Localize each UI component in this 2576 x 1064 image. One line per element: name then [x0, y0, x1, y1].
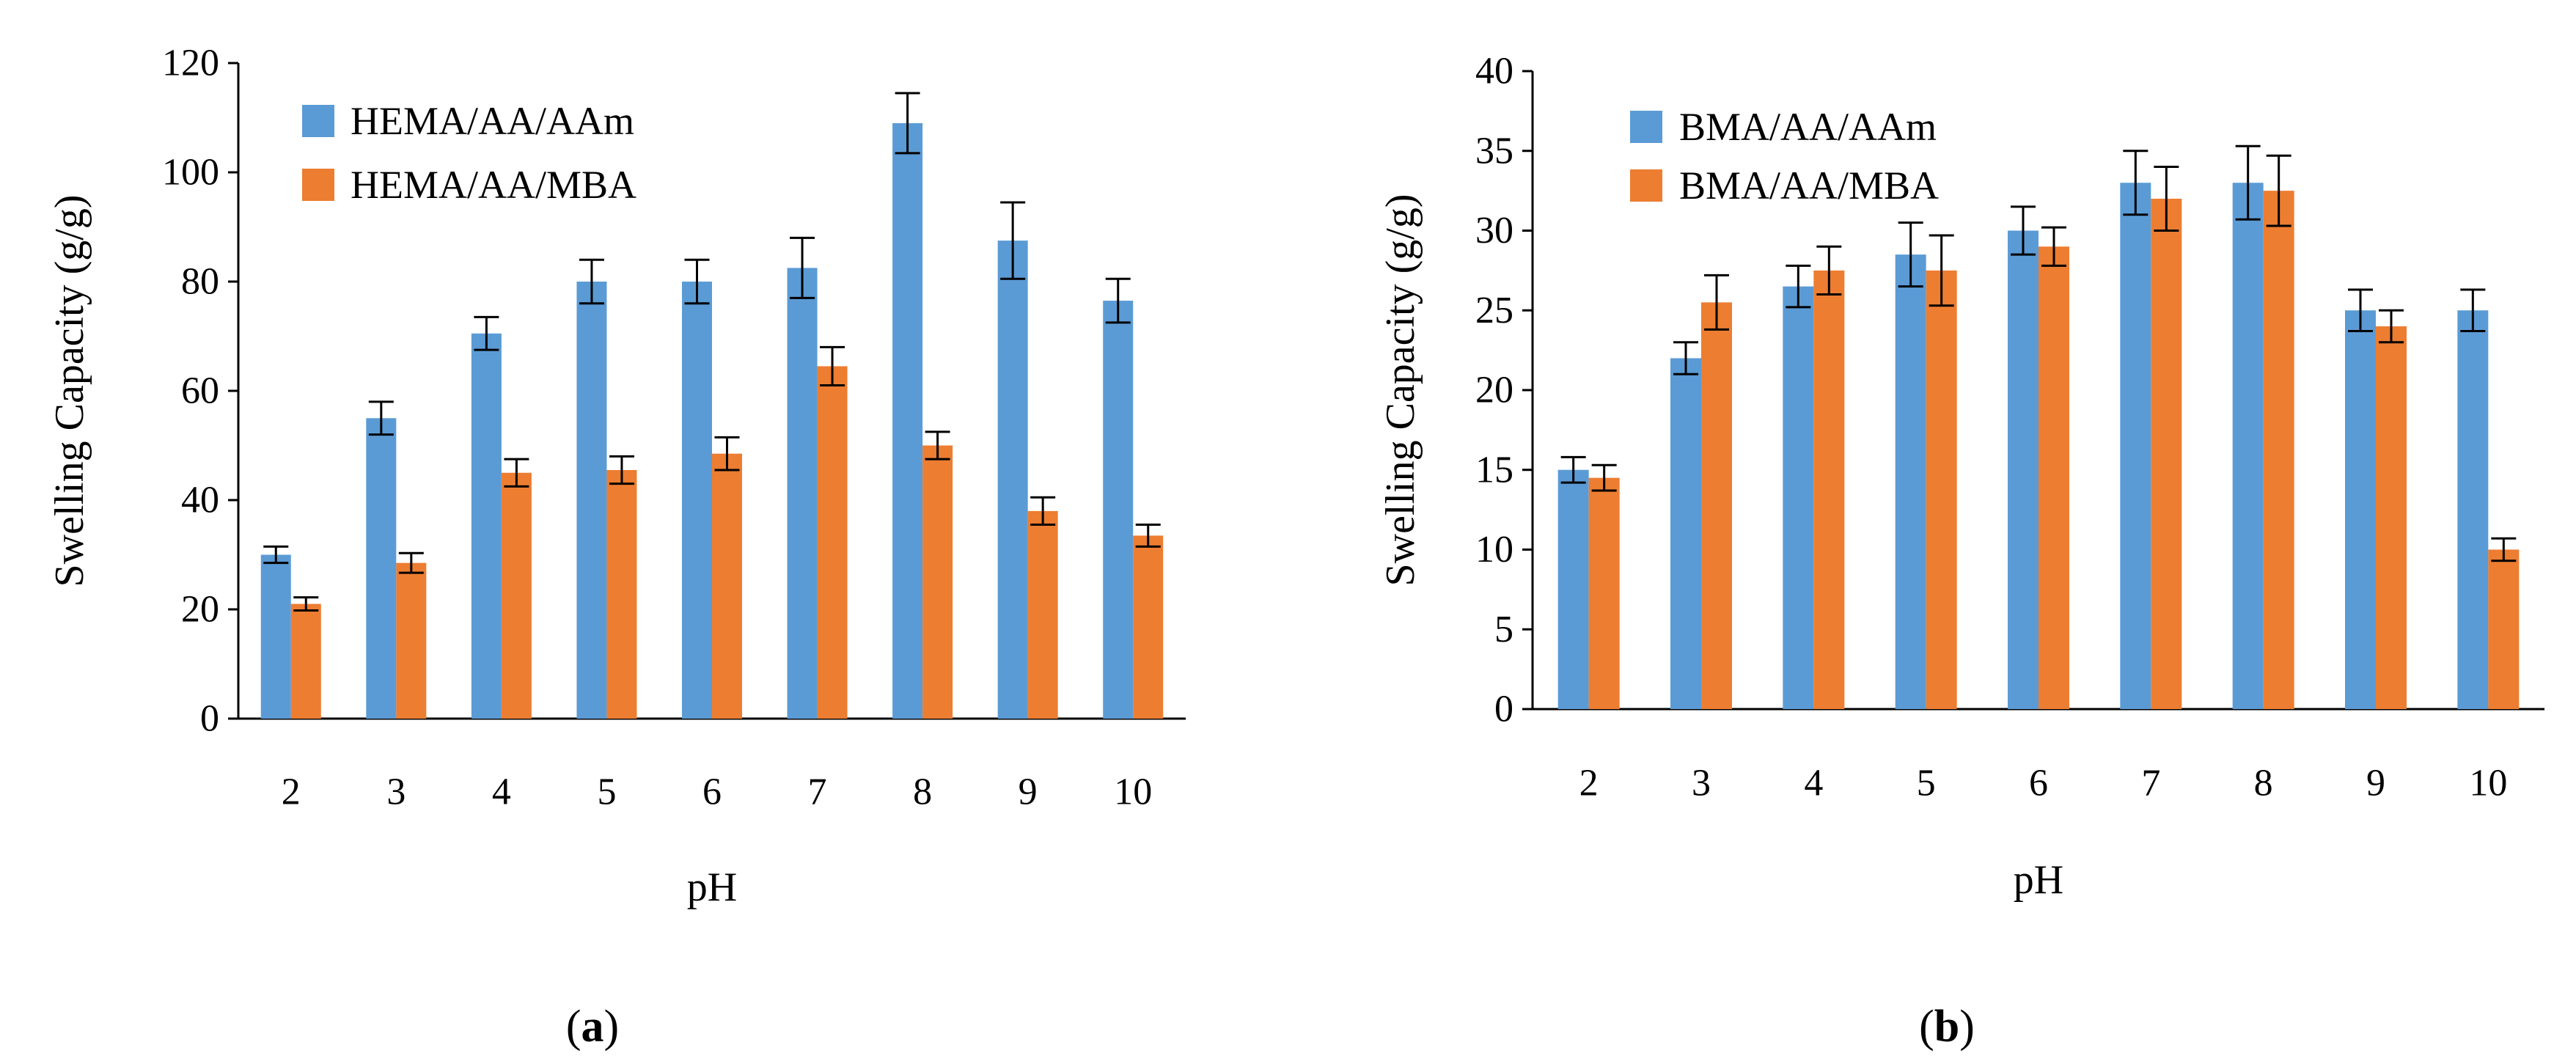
- bar-bma-aa-mba-ph-6: [2039, 246, 2069, 709]
- x-tick-label: 9: [1019, 771, 1038, 813]
- bar-bma-aa-aam-ph-4: [1783, 286, 1814, 709]
- y-tick-label: 0: [1494, 689, 1513, 730]
- bar-bma-aa-mba-ph-9: [2376, 326, 2407, 709]
- bar-bma-aa-aam-ph-6: [2008, 230, 2039, 709]
- y-tick-label: 20: [181, 589, 219, 631]
- x-tick-label: 5: [1917, 763, 1936, 804]
- bar-hema-aa-mba-ph-2: [290, 603, 321, 719]
- legend-label: BMA/AA/AAm: [1679, 105, 1937, 149]
- bar-hema-aa-mba-ph-6: [712, 453, 742, 719]
- legend-swatch: [302, 169, 334, 201]
- bar-hema-aa-aam-ph-4: [471, 333, 502, 719]
- y-axis-title: Swelling Capacity (g/g): [1378, 194, 1423, 586]
- bar-bma-aa-mba-ph-5: [1926, 270, 1957, 709]
- x-tick-label: 3: [386, 771, 406, 813]
- y-tick-label: 25: [1475, 290, 1513, 331]
- bar-hema-aa-aam-ph-3: [366, 418, 397, 719]
- x-tick-label: 10: [2469, 763, 2507, 804]
- y-tick-label: 20: [1475, 370, 1513, 411]
- bar-hema-aa-mba-ph-5: [606, 470, 637, 719]
- bar-bma-aa-mba-ph-10: [2488, 549, 2520, 709]
- y-tick-label: 120: [162, 43, 219, 84]
- panel-label-letter: a: [581, 1002, 604, 1052]
- panel-label: (a): [566, 1002, 619, 1052]
- x-tick-label: 7: [2141, 763, 2160, 804]
- bar-hema-aa-mba-ph-3: [396, 562, 427, 719]
- legend-label: HEMA/AA/AAm: [351, 99, 634, 143]
- y-tick-label: 30: [1475, 210, 1513, 252]
- legend-swatch: [1630, 169, 1662, 202]
- x-axis-title: pH: [2014, 857, 2063, 903]
- bar-bma-aa-mba-ph-2: [1588, 477, 1620, 709]
- bar-hema-aa-aam-ph-8: [892, 122, 923, 719]
- y-tick-label: 40: [181, 480, 219, 521]
- y-tick-label: 15: [1475, 449, 1513, 491]
- bar-bma-aa-aam-ph-8: [2232, 183, 2264, 709]
- bar-hema-aa-mba-ph-10: [1133, 535, 1164, 719]
- x-tick-label: 4: [492, 771, 511, 813]
- bar-hema-aa-aam-ph-5: [576, 282, 607, 719]
- x-tick-label: 6: [702, 771, 722, 813]
- x-tick-label: 5: [597, 771, 616, 813]
- bar-bma-aa-mba-ph-8: [2263, 191, 2294, 709]
- bar-hema-aa-aam-ph-6: [682, 282, 712, 719]
- x-tick-label: 8: [913, 771, 932, 813]
- y-tick-label: 5: [1494, 609, 1513, 650]
- bar-bma-aa-aam-ph-10: [2457, 310, 2489, 709]
- y-tick-label: 35: [1475, 130, 1513, 172]
- bar-bma-aa-mba-ph-4: [1813, 270, 1845, 709]
- bar-bma-aa-aam-ph-2: [1557, 469, 1589, 709]
- y-axis-title: Swelling Capacity (g/g): [47, 194, 92, 587]
- legend-swatch: [1630, 111, 1662, 143]
- x-axis-title: pH: [687, 865, 737, 910]
- y-tick-label: 10: [1475, 529, 1513, 570]
- bar-hema-aa-aam-ph-9: [997, 241, 1028, 719]
- x-tick-label: 4: [1804, 763, 1823, 804]
- x-tick-label: 10: [1114, 771, 1152, 813]
- bar-hema-aa-mba-ph-9: [1027, 510, 1058, 719]
- legend-label: HEMA/AA/MBA: [351, 163, 636, 207]
- bar-hema-aa-aam-ph-7: [787, 268, 818, 719]
- bar-bma-aa-aam-ph-5: [1895, 254, 1926, 709]
- y-tick-label: 40: [1475, 51, 1513, 92]
- bar-bma-aa-aam-ph-9: [2345, 310, 2376, 709]
- x-tick-label: 6: [2029, 763, 2048, 804]
- bar-hema-aa-aam-ph-10: [1103, 301, 1134, 719]
- legend-label: BMA/AA/MBA: [1679, 164, 1939, 208]
- legend-swatch: [302, 105, 334, 137]
- chart-a: 0 20 40 60 80 100 120 2 3 4 5 6 7 8 9 10 HEMA/AA/AAm HEMA…: [47, 43, 1186, 1052]
- x-tick-label: 2: [1579, 763, 1599, 804]
- x-tick-label: 7: [808, 771, 827, 813]
- y-tick-label: 0: [200, 698, 219, 740]
- y-tick-label: 60: [181, 370, 219, 412]
- x-tick-label: 8: [2254, 763, 2273, 804]
- bar-bma-aa-mba-ph-3: [1701, 302, 1732, 709]
- bar-bma-aa-aam-ph-7: [2120, 183, 2151, 709]
- bar-bma-aa-aam-ph-3: [1670, 358, 1701, 709]
- x-tick-label: 3: [1692, 763, 1711, 804]
- panel-label-letter: b: [1934, 1002, 1959, 1052]
- x-tick-label: 2: [282, 771, 301, 813]
- bar-hema-aa-mba-ph-8: [922, 445, 953, 719]
- bar-hema-aa-mba-ph-4: [501, 472, 532, 719]
- bar-bma-aa-mba-ph-7: [2151, 199, 2182, 709]
- x-tick-label: 9: [2366, 763, 2385, 804]
- panel-label: (b): [1919, 1002, 1975, 1052]
- chart-b: 0 5 10 15 20 25 30 35 40 2 3 4 5 6 7 8 9 10 BMA/AA/AAm BMA/…: [1378, 51, 2544, 1052]
- y-tick-label: 80: [181, 261, 219, 303]
- y-tick-label: 100: [162, 152, 219, 194]
- bar-hema-aa-mba-ph-7: [817, 366, 848, 719]
- bar-hema-aa-aam-ph-2: [260, 554, 291, 719]
